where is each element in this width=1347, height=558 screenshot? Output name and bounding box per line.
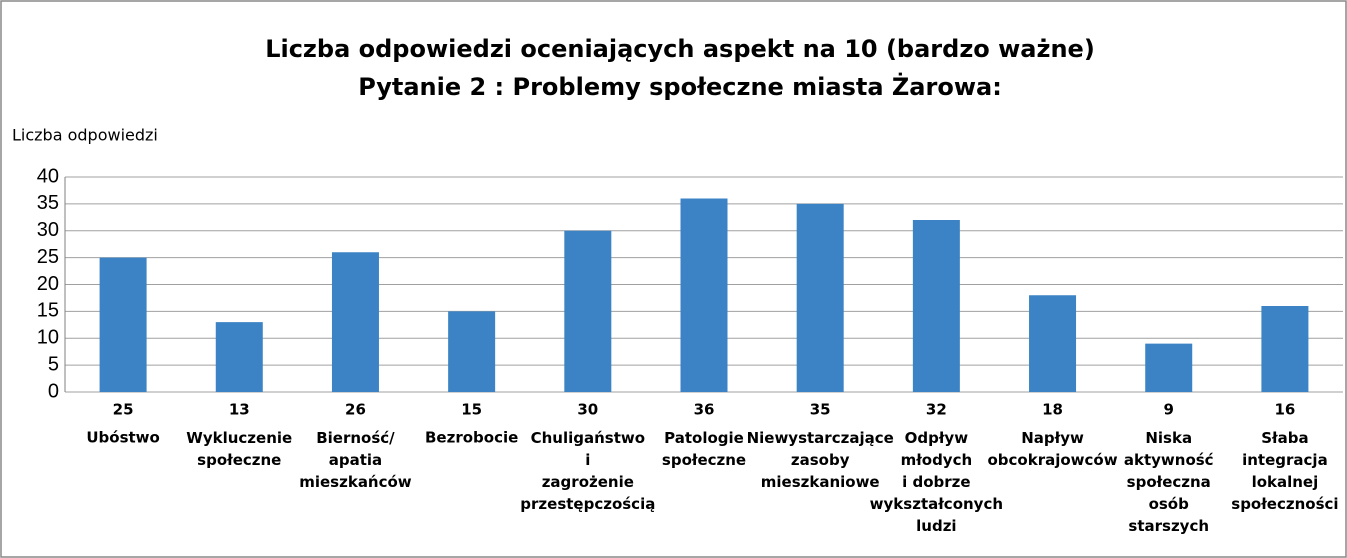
data-label: 26 bbox=[345, 401, 366, 419]
x-tick-label: Bierność/apatia mieszkańców bbox=[299, 429, 412, 491]
data-label: 36 bbox=[694, 401, 715, 419]
bar bbox=[1029, 295, 1077, 392]
bar bbox=[1145, 343, 1193, 392]
bar bbox=[99, 257, 147, 392]
bar bbox=[1261, 306, 1309, 392]
y-tick-label: 35 bbox=[37, 192, 59, 214]
bar bbox=[912, 220, 960, 392]
chart-subtitle: Pytanie 2 : Problemy społeczne miasta Ża… bbox=[358, 72, 1002, 101]
x-tick-label: Niewystarczające zasoby mieszkaniowe bbox=[747, 429, 894, 491]
bar bbox=[796, 203, 844, 392]
y-tick-label: 15 bbox=[37, 300, 59, 322]
x-tick-label: Bezrobocie bbox=[425, 429, 518, 447]
x-tick-label: Słaba integracja lokalnej społeczności bbox=[1231, 429, 1338, 513]
x-tick-label: Ubóstwo bbox=[86, 429, 159, 447]
y-tick-label: 25 bbox=[37, 246, 59, 268]
data-label: 16 bbox=[1274, 401, 1295, 419]
bar bbox=[215, 322, 263, 392]
y-tick-label: 0 bbox=[48, 380, 59, 402]
x-tick-label: Wykluczenie społeczne bbox=[186, 429, 292, 469]
y-tick-label: 30 bbox=[37, 219, 59, 241]
chart-title: Liczba odpowiedzi oceniających aspekt na… bbox=[265, 35, 1095, 63]
bar bbox=[564, 230, 612, 392]
y-tick-label: 40 bbox=[37, 165, 59, 187]
bar bbox=[680, 198, 728, 392]
bar bbox=[331, 252, 379, 392]
data-label: 9 bbox=[1164, 401, 1174, 419]
data-label: 15 bbox=[461, 401, 482, 419]
data-label: 13 bbox=[229, 401, 250, 419]
bar bbox=[448, 311, 496, 392]
y-axis-label: Liczba odpowiedzi bbox=[12, 126, 158, 145]
y-tick-label: 10 bbox=[37, 327, 59, 349]
data-label: 30 bbox=[577, 401, 598, 419]
y-tick-label: 5 bbox=[48, 353, 59, 375]
data-label: 25 bbox=[113, 401, 134, 419]
x-tick-label: Chuligaństwo i zagrożenie przestępczością bbox=[520, 429, 655, 513]
x-tick-label: Patologie społeczne bbox=[662, 429, 746, 469]
x-tick-label: Niska aktywność społeczna osób starszych bbox=[1124, 429, 1214, 535]
x-tick-label: Napływ obcokrajowców bbox=[987, 429, 1117, 469]
data-label: 35 bbox=[810, 401, 831, 419]
y-tick-label: 20 bbox=[37, 273, 59, 295]
data-label: 32 bbox=[926, 401, 947, 419]
data-label: 18 bbox=[1042, 401, 1063, 419]
x-tick-label: Odpływ młodych i dobrze wykształconych ludzi bbox=[870, 429, 1003, 535]
